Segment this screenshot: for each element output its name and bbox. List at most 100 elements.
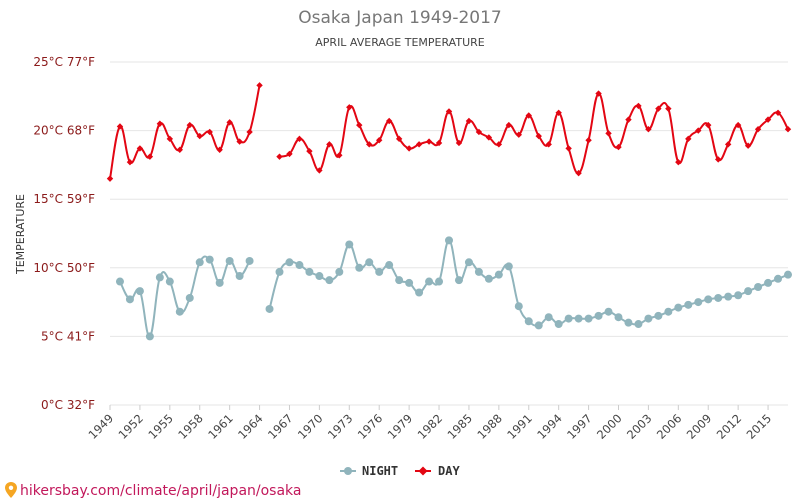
data-point-day	[525, 112, 532, 119]
y-tick-label: 5°C 41°F	[41, 329, 95, 343]
data-point-night	[355, 263, 364, 272]
x-tick-label: 1985	[444, 411, 475, 442]
data-point-night	[484, 274, 493, 283]
x-tick-label: 1997	[564, 411, 595, 442]
data-point-night	[115, 277, 124, 286]
data-point-day	[405, 145, 413, 152]
data-point-night	[644, 314, 653, 323]
data-point-day	[685, 135, 692, 143]
legend-label-night: NIGHT	[362, 464, 398, 478]
data-point-night	[544, 313, 553, 322]
x-tick-label: 2015	[744, 411, 775, 442]
data-point-day	[395, 135, 403, 143]
y-axis-label: TEMPERATURE	[14, 194, 27, 275]
x-tick-label: 1979	[385, 411, 416, 442]
y-tick-label: 20°C 68°F	[33, 124, 95, 138]
data-point-day	[236, 138, 243, 145]
data-point-night	[554, 320, 563, 329]
series-day	[106, 82, 792, 182]
x-tick-label: 2000	[594, 411, 625, 442]
x-tick-label: 2012	[714, 411, 745, 442]
data-point-day	[306, 147, 313, 155]
data-point-night	[754, 283, 763, 292]
data-point-day	[206, 128, 213, 136]
data-point-night	[205, 255, 214, 264]
x-tick-label: 1952	[115, 411, 146, 442]
series-line-day	[109, 85, 261, 179]
data-point-day	[764, 116, 772, 123]
data-point-day	[605, 130, 612, 137]
data-point-night	[664, 307, 673, 316]
data-point-night	[375, 267, 384, 276]
data-point-night	[654, 311, 663, 320]
x-tick-label: 1958	[175, 411, 206, 442]
data-point-day	[346, 104, 353, 111]
data-point-day	[146, 153, 154, 160]
data-point-day	[196, 132, 203, 140]
data-point-night	[445, 236, 453, 245]
legend-item-day[interactable]: DAY	[415, 464, 460, 478]
legend[interactable]: NIGHT DAY	[340, 464, 460, 478]
data-point-night	[315, 272, 324, 281]
data-point-day	[356, 121, 363, 129]
data-point-day	[675, 158, 682, 166]
x-tick-label: 1955	[145, 411, 176, 442]
data-point-night	[385, 261, 394, 270]
data-point-day	[734, 121, 742, 129]
data-point-night	[774, 274, 783, 283]
y-tick-label: 10°C 50°F	[33, 261, 95, 275]
data-point-day	[545, 141, 552, 148]
data-point-day	[455, 139, 463, 147]
data-point-day	[625, 116, 632, 123]
legend-item-night[interactable]: NIGHT	[340, 464, 398, 478]
data-point-night	[125, 295, 134, 304]
data-point-day	[445, 108, 453, 115]
data-point-day	[655, 105, 662, 112]
data-point-day	[505, 121, 513, 129]
data-point-night	[195, 258, 204, 267]
series-line-night	[119, 255, 251, 338]
data-point-night	[454, 276, 463, 285]
data-point-day	[465, 117, 473, 125]
grid-lines	[110, 61, 788, 406]
data-point-night	[415, 288, 424, 297]
data-point-day	[316, 167, 323, 174]
data-point-day	[774, 109, 782, 116]
data-point-night	[395, 276, 404, 285]
data-point-night	[155, 273, 164, 282]
data-point-day	[286, 150, 293, 158]
data-point-night	[325, 276, 334, 285]
data-point-night	[145, 332, 154, 341]
data-point-night	[345, 240, 354, 249]
data-point-night	[135, 287, 144, 296]
data-point-night	[474, 267, 483, 276]
data-point-day	[724, 141, 732, 148]
data-point-night	[614, 313, 623, 322]
data-point-night	[724, 292, 733, 301]
series-lines	[106, 82, 792, 341]
map-pin-icon	[5, 482, 17, 498]
y-tick-label: 0°C 32°F	[41, 398, 95, 412]
data-point-night	[425, 277, 434, 286]
data-point-day	[495, 141, 503, 148]
source-link[interactable]: hikersbay.com/climate/april/japan/osaka	[5, 482, 302, 499]
data-point-day	[475, 128, 483, 136]
data-point-night	[764, 278, 773, 287]
data-point-night	[464, 258, 473, 267]
data-point-day	[515, 131, 522, 138]
data-point-night	[215, 278, 224, 287]
chart-title: Osaka Japan 1949-2017	[298, 8, 502, 28]
data-point-night	[265, 304, 274, 313]
legend-label-day: DAY	[438, 464, 460, 478]
data-point-night	[684, 300, 693, 309]
source-url[interactable]: hikersbay.com/climate/april/japan/osaka	[20, 483, 302, 499]
data-point-day	[435, 139, 443, 147]
data-point-night	[405, 278, 414, 287]
data-point-night	[694, 298, 703, 307]
data-point-night	[245, 256, 254, 265]
data-point-night	[185, 293, 194, 302]
x-tick-label: 1991	[504, 411, 535, 442]
data-point-day	[216, 146, 223, 154]
data-point-day	[376, 137, 383, 144]
data-point-night	[784, 270, 792, 279]
